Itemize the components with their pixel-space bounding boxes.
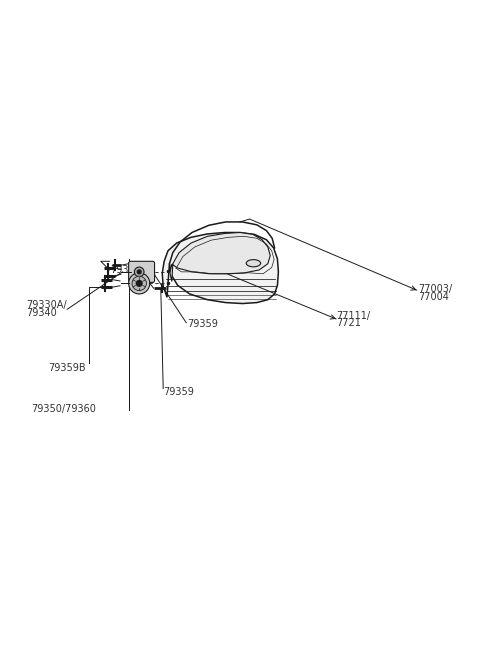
Text: 7721: 7721 <box>336 318 361 328</box>
Text: 77004: 77004 <box>419 292 449 302</box>
Ellipse shape <box>246 260 261 267</box>
Text: 79340: 79340 <box>26 308 57 318</box>
Text: 77003/: 77003/ <box>419 284 453 294</box>
Text: 79359B: 79359B <box>48 363 85 373</box>
Circle shape <box>136 281 142 286</box>
Text: 79359: 79359 <box>187 319 218 328</box>
Text: 77111/: 77111/ <box>336 311 370 321</box>
Text: 79359B: 79359B <box>110 265 148 275</box>
Text: 79350/79360: 79350/79360 <box>31 404 96 414</box>
Circle shape <box>129 273 150 294</box>
Polygon shape <box>170 233 270 281</box>
FancyBboxPatch shape <box>129 261 155 283</box>
Polygon shape <box>162 233 278 304</box>
Circle shape <box>137 270 141 274</box>
Text: 79330A/: 79330A/ <box>26 300 67 311</box>
Circle shape <box>134 267 144 277</box>
Text: 79359: 79359 <box>163 387 194 397</box>
Circle shape <box>132 276 146 290</box>
